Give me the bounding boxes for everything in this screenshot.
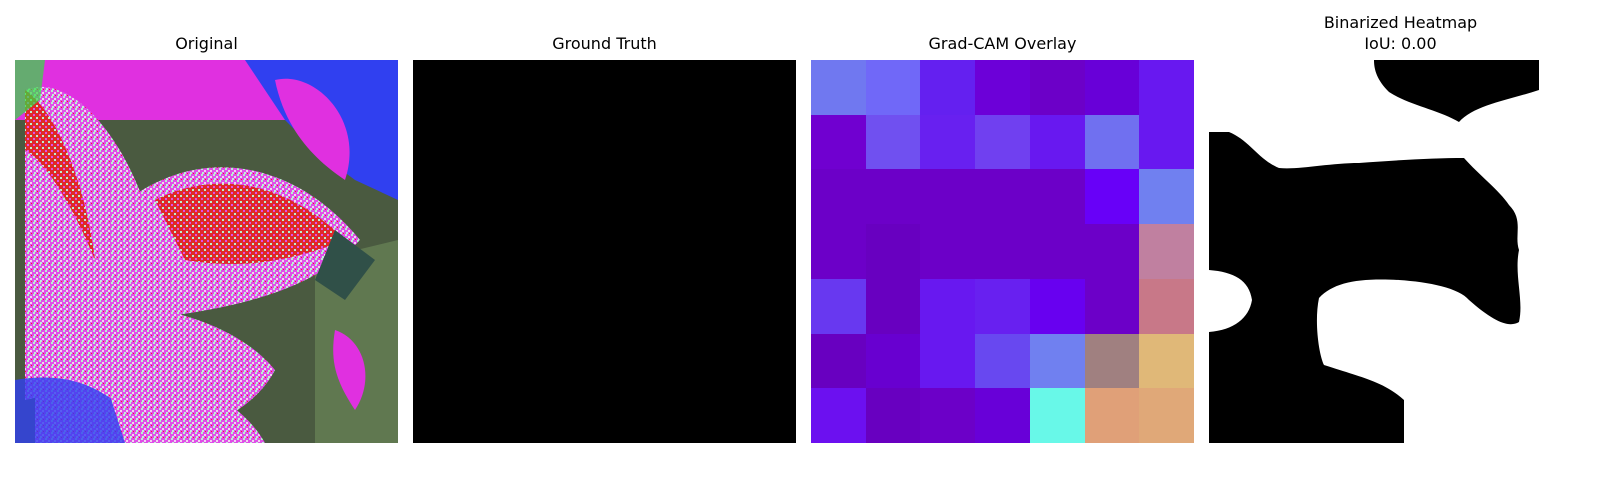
gradcam-cell (1029, 114, 1085, 170)
gradcam-cell (975, 388, 1030, 443)
gradcam-cell (1084, 333, 1140, 389)
gradcam-cell (865, 169, 921, 225)
gradcam-cell (920, 333, 976, 389)
gradcam-title: Grad-CAM Overlay (928, 34, 1077, 53)
gradcam-cell (1139, 224, 1194, 279)
gradcam-overlay (811, 60, 1194, 443)
gradcam-cell (865, 60, 921, 115)
gradcam-cell (865, 224, 921, 279)
original-title: Original (175, 34, 238, 53)
binarized-mask-shape (1209, 60, 1539, 443)
gradcam-cell (811, 224, 866, 279)
gradcam-cell (1029, 224, 1085, 279)
gradcam-cell (1029, 60, 1085, 115)
gradcam-cell (1139, 333, 1194, 389)
gradcam-cell (975, 169, 1030, 225)
gradcam-cell (975, 278, 1030, 334)
gradcam-cell (920, 114, 976, 170)
gradcam-grid (811, 60, 1194, 443)
gradcam-cell (975, 60, 1030, 115)
gradcam-cell (1084, 278, 1140, 334)
gradcam-cell (1139, 169, 1194, 225)
gradcam-cell (1029, 169, 1085, 225)
binarized-title: Binarized Heatmap IoU: 0.00 (1209, 12, 1592, 54)
gradcam-cell (975, 333, 1030, 389)
gradcam-cell (811, 60, 866, 115)
gradcam-cell (920, 224, 976, 279)
ground-truth-title: Ground Truth (552, 34, 657, 53)
gradcam-cell (865, 388, 921, 443)
gradcam-cell (811, 333, 866, 389)
binarized-title-line: Binarized Heatmap (1323, 13, 1478, 32)
gradcam-cell (1139, 114, 1194, 170)
gradcam-cell (1139, 388, 1194, 443)
gradcam-cell (1084, 60, 1140, 115)
gradcam-cell (1029, 278, 1085, 334)
gradcam-cell (920, 169, 976, 225)
gradcam-cell (975, 224, 1030, 279)
gradcam-cell (1029, 388, 1085, 443)
gradcam-cell (811, 114, 866, 170)
gradcam-cell (1139, 60, 1194, 115)
gradcam-cell (920, 60, 976, 115)
gradcam-cell (811, 388, 866, 443)
gradcam-cell (975, 114, 1030, 170)
gradcam-cell (1029, 333, 1085, 389)
iou-label: IoU: 0.00 (1364, 34, 1437, 53)
binarized-heatmap (1209, 60, 1592, 443)
gradcam-cell (865, 278, 921, 334)
ground-truth-mask (413, 60, 796, 443)
original-image (15, 60, 398, 443)
original-leaf-graphic (15, 60, 398, 443)
gradcam-cell (1139, 278, 1194, 334)
gradcam-cell (920, 388, 976, 443)
gradcam-cell (811, 169, 866, 225)
gradcam-cell (1084, 224, 1140, 279)
gradcam-cell (865, 114, 921, 170)
gradcam-cell (865, 333, 921, 389)
gradcam-cell (1084, 388, 1140, 443)
gradcam-cell (1084, 114, 1140, 170)
gradcam-cell (811, 278, 866, 334)
gradcam-cell (920, 278, 976, 334)
gradcam-cell (1084, 169, 1140, 225)
